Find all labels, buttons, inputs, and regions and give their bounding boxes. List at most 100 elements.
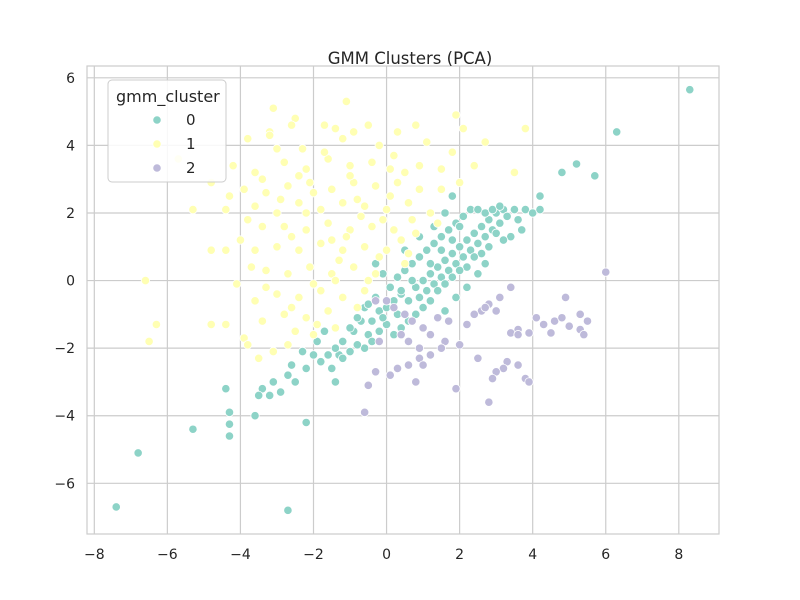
scatter-point-cluster-0 [188,424,198,434]
scatter-point-cluster-1 [140,275,151,286]
x-tick-label: 0 [382,547,391,563]
scatter-point-cluster-0 [316,357,326,367]
scatter-point-cluster-1 [286,303,297,313]
scatter-point-cluster-1 [272,242,282,252]
scatter-point-cluster-0 [301,363,311,374]
scatter-point-cluster-1 [352,303,362,313]
scatter-point-cluster-0 [330,377,341,387]
scatter-point-cluster-2 [371,367,381,377]
scatter-point-cluster-1 [265,130,275,140]
scatter-point-cluster-0 [462,235,472,245]
scatter-point-cluster-1 [414,161,425,171]
scatter-point-cluster-2 [601,267,611,277]
scatter-point-cluster-1 [228,161,238,171]
scatter-point-cluster-2 [487,373,498,384]
scatter-point-cluster-2 [400,309,410,319]
y-tick-label: −2 [54,341,75,357]
scatter-point-cluster-0 [440,255,450,265]
scatter-point-cluster-1 [297,144,308,154]
scatter-point-cluster-0 [367,316,377,326]
scatter-point-cluster-1 [221,319,231,330]
scatter-point-cluster-0 [403,296,414,306]
scatter-point-cluster-2 [396,330,406,340]
scatter-point-cluster-1 [308,188,319,198]
scatter-point-cluster-1 [338,134,348,144]
scatter-point-cluster-1 [283,340,293,350]
scatter-point-cluster-0 [491,228,501,238]
scatter-point-cluster-0 [480,259,490,269]
scatter-point-cluster-2 [444,316,454,326]
scatter-point-cluster-1 [374,140,384,151]
scatter-point-cluster-2 [513,360,523,370]
scatter-point-cluster-1 [305,177,315,188]
scatter-point-cluster-0 [396,286,406,296]
y-tick-label: −6 [54,476,75,492]
scatter-point-cluster-1 [250,201,260,211]
scatter-point-cluster-0 [425,269,435,279]
scatter-point-cluster-0 [480,232,490,242]
scatter-point-cluster-2 [524,328,534,338]
scatter-point-cluster-1 [254,353,264,363]
scatter-point-cluster-0 [458,211,468,221]
x-tick-label: 8 [674,547,683,563]
scatter-point-cluster-0 [440,279,450,289]
legend-label-1: 1 [186,135,196,153]
scatter-point-cluster-1 [403,248,414,259]
scatter-point-cluster-0 [612,127,622,137]
scatter-point-cluster-1 [345,161,355,171]
scatter-point-cluster-1 [422,137,432,147]
scatter-point-cluster-1 [286,120,297,130]
legend-items: 0 1 2 [152,111,196,177]
scatter-point-cluster-1 [327,184,337,194]
scatter-point-cluster-1 [349,262,359,272]
scatter-point-cluster-0 [224,431,235,441]
scatter-point-cluster-0 [301,417,311,428]
scatter-point-cluster-1 [301,208,311,218]
scatter-point-cluster-1 [436,184,446,194]
scatter-point-cluster-1 [316,286,326,296]
legend-label-2: 2 [186,159,196,177]
scatter-point-cluster-1 [250,167,260,178]
scatter-point-cluster-0 [685,85,695,95]
legend-title: gmm_cluster [116,87,220,107]
scatter-point-cluster-1 [436,164,446,174]
scatter-point-cluster-0 [133,448,143,458]
scatter-point-cluster-1 [261,188,271,198]
scatter-point-cluster-0 [224,407,235,417]
scatter-point-cluster-1 [371,269,381,279]
x-tick-label: −4 [230,547,251,563]
scatter-point-cluster-1 [232,279,242,289]
scatter-point-cluster-1 [509,167,520,178]
scatter-point-cluster-0 [283,505,293,515]
scatter-point-cluster-1 [367,157,377,167]
scatter-point-cluster-0 [425,259,435,269]
y-axis-ticks: −6 −4 −2 0 2 4 6 [54,71,75,492]
scatter-point-cluster-1 [403,198,414,208]
scatter-point-cluster-1 [389,150,399,161]
scatter-point-cluster-1 [396,235,406,245]
scatter-point-cluster-0 [418,275,428,286]
scatter-point-cluster-1 [243,340,253,350]
scatter-point-cluster-0 [590,171,600,181]
scatter-point-cluster-0 [455,265,465,276]
x-axis-ticks: −8 −6 −4 −2 0 2 4 6 8 [84,547,683,563]
scatter-point-cluster-2 [411,377,421,387]
legend: gmm_cluster 0 1 2 [107,79,227,183]
y-tick-label: 0 [66,274,75,290]
scatter-point-cluster-0 [473,269,483,279]
scatter-point-cluster-0 [385,282,395,292]
scatter-point-cluster-1 [414,184,425,194]
scatter-point-cluster-1 [235,235,246,245]
scatter-point-cluster-2 [491,306,501,316]
scatter-point-cluster-1 [385,191,395,201]
scatter-point-cluster-1 [239,184,249,194]
scatter-point-cluster-1 [279,157,289,167]
scatter-point-cluster-0 [495,218,505,228]
scatter-point-cluster-2 [524,377,534,387]
scatter-point-cluster-1 [279,309,289,319]
scatter-point-cluster-2 [418,323,428,333]
scatter-point-cluster-0 [436,232,446,242]
scatter-point-cluster-0 [254,390,264,401]
scatter-point-cluster-2 [560,292,571,303]
scatter-point-cluster-1 [411,228,421,238]
